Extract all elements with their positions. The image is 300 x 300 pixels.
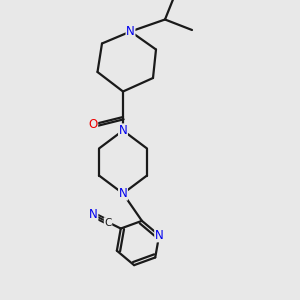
Text: O: O — [88, 118, 98, 131]
Text: C: C — [104, 218, 112, 228]
Text: N: N — [89, 208, 98, 221]
Text: N: N — [118, 124, 127, 137]
Text: N: N — [126, 25, 135, 38]
Text: N: N — [155, 229, 164, 242]
Text: N: N — [118, 187, 127, 200]
